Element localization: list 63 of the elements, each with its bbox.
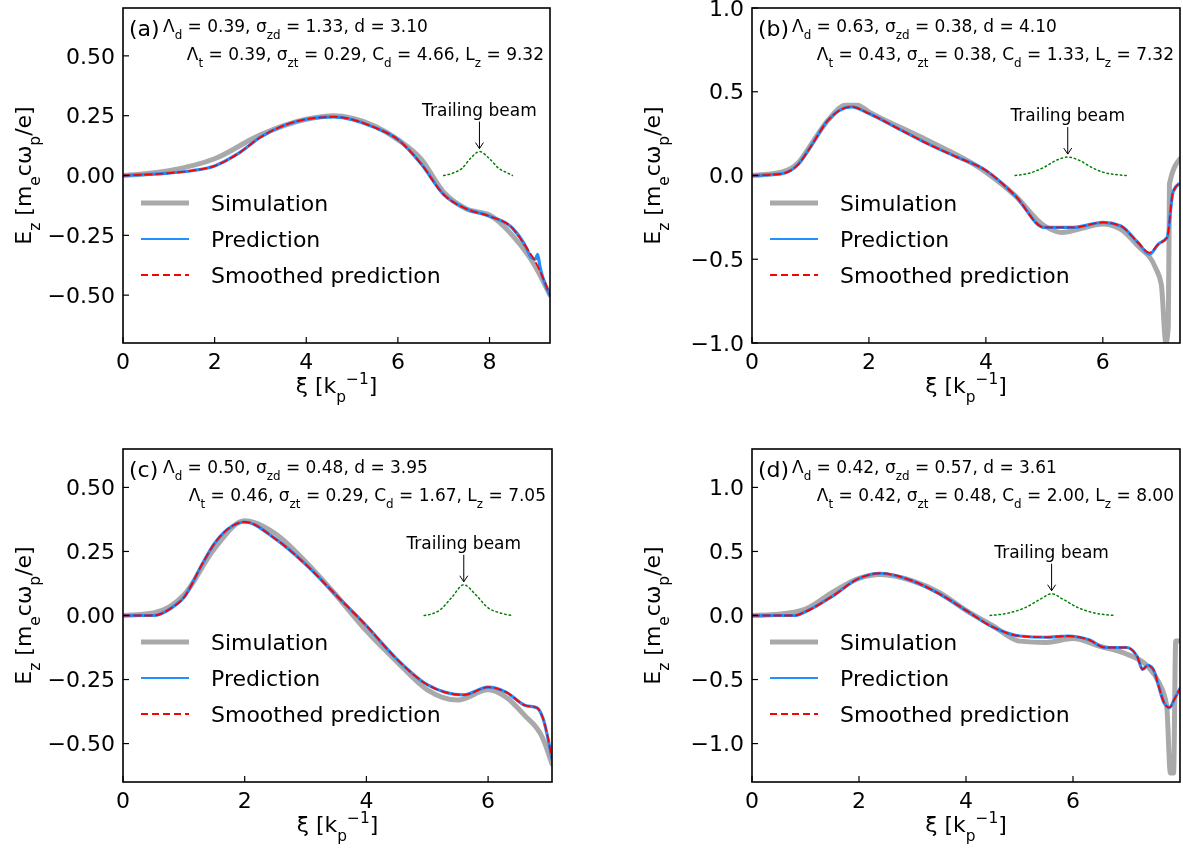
y-tick-label: 0.5 [709,539,744,565]
legend-label: Prediction [840,666,950,691]
text: Λ$_{t}$ = 0.42, σ$_{zt}$ = 0.48, C$_{d}$ = 2.00, L$_{z}$ = 8.00 [816,485,1174,511]
annotation: (b) [758,16,790,41]
y-tick-label: 0.25 [66,103,115,129]
legend-label: Simulation [211,630,329,655]
y-tick-label: 0.50 [66,475,115,501]
annotation: (a) [129,16,160,41]
annotation: Trailing beam [405,532,522,553]
x-tick-label: 8 [482,349,497,374]
x-tick-label: 0 [745,788,759,813]
text: Λ$_{t}$ = 0.39, σ$_{zt}$ = 0.29, C$_{d}$ = 4.66, L$_{z}$ = 9.32 [186,44,544,70]
x-tick-label: 2 [861,349,876,374]
annotation: (d) [758,457,790,482]
x-tick-label: 0 [116,788,130,813]
legend-label: Smoothed prediction [840,702,1070,727]
legend-label: Simulation [840,630,958,655]
legend-label: Prediction [211,227,321,252]
annotation: Λ$_{d}$ = 0.50, σ$_{zd}$ = 0.48, d = 3.95 [163,457,428,483]
y-tick-label: 1.0 [709,0,744,21]
y-tick-label: −1.0 [690,330,744,356]
x-tick-label: 6 [1095,349,1110,374]
x-tick-label: 6 [1066,788,1080,813]
x-tick-label: 6 [481,788,496,813]
legend-label: Smoothed prediction [211,702,441,727]
y-tick-label: 1.0 [709,475,744,501]
annotation: (c) [129,457,159,482]
annotation: Trailing beam [421,99,537,120]
x-axis-title: ξ [k$_{p}$$^{−1}$] [296,809,379,845]
legend-label: Prediction [840,227,950,252]
legend-label: Smoothed prediction [211,263,441,288]
text: Λ$_{t}$ = 0.46, σ$_{zt}$ = 0.29, C$_{d}$ = 1.67, L$_{z}$ = 7.05 [188,485,546,511]
x-tick-label: 0 [745,349,759,374]
x-axis-title: ξ [k$_{p}$$^{−1}$] [925,370,1007,406]
x-tick-label: 2 [237,788,252,813]
annotation: Λ$_{d}$ = 0.63, σ$_{zd}$ = 0.38, d = 4.10 [792,16,1057,42]
legend-label: Simulation [840,191,958,216]
text: Λ$_{t}$ = 0.43, σ$_{zt}$ = 0.38, C$_{d}$ = 1.33, L$_{z}$ = 7.32 [816,44,1174,70]
y-tick-label: −0.5 [690,667,744,693]
y-tick-label: 0.5 [709,79,744,105]
y-tick-label: −0.5 [690,246,744,272]
y-tick-label: −0.25 [47,223,115,249]
legend-label: Simulation [211,191,329,216]
y-tick-label: 0.0 [709,603,744,629]
y-tick-label: 0.25 [66,539,115,565]
x-tick-label: 6 [390,349,405,374]
y-tick-label: 0.00 [66,163,115,189]
x-tick-label: 2 [207,349,222,374]
annotation: Λ$_{d}$ = 0.42, σ$_{zd}$ = 0.57, d = 3.61 [792,457,1057,483]
annotation: Trailing beam [1009,105,1126,126]
annotation: Trailing beam [993,541,1109,562]
x-tick-label: 0 [116,349,130,374]
y-tick-label: 0.00 [66,603,115,629]
x-tick-label: 2 [852,788,866,813]
legend-label: Smoothed prediction [840,263,1070,288]
y-tick-label: 0.0 [709,163,744,189]
y-tick-label: 0.50 [66,43,115,69]
y-tick-label: −0.50 [47,731,115,757]
y-tick-label: −1.0 [690,731,744,757]
legend-label: Prediction [211,666,321,691]
annotation: Λ$_{d}$ = 0.39, σ$_{zd}$ = 1.33, d = 3.10 [163,16,428,42]
y-tick-label: −0.25 [47,667,115,693]
y-tick-label: −0.50 [47,282,115,308]
